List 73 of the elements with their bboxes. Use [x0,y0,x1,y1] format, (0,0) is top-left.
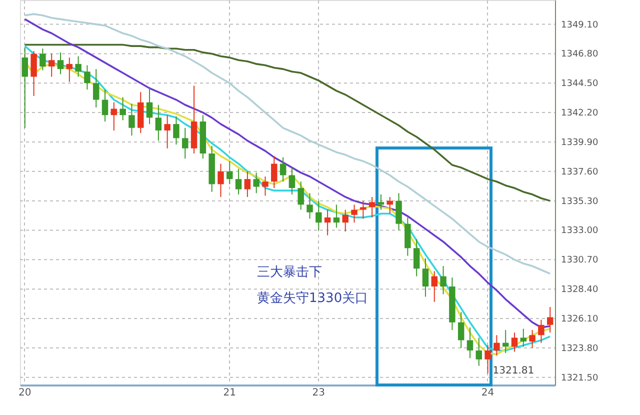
annotation: 黄金失守1330关口 [257,291,368,306]
candlestick [244,170,251,198]
candlestick [288,167,296,195]
y-tick-label: 1344.50 [561,79,598,90]
candlestick [351,204,358,224]
y-tick-label: 1330.70 [561,256,598,266]
y-tick-label: 1349.10 [561,20,598,30]
candlestick [396,192,402,231]
candlestick [48,53,55,78]
x-tick-label: 24 [481,388,494,398]
candlestick [92,68,100,108]
candlestick [182,127,188,160]
candlestick [529,330,536,348]
candlestick [271,156,278,189]
candlestick [84,64,90,90]
candlestick [431,270,438,302]
candlestick [120,96,126,121]
y-tick-label: 1323.80 [561,344,598,354]
candlestick [458,312,464,348]
y-tick-label: 1333.00 [561,226,598,236]
candlestick [30,50,37,96]
candlestick [146,86,153,125]
candlestick [155,104,162,142]
candlestick [476,337,482,366]
candlestick [333,204,340,228]
candlestick [316,200,322,231]
candlestick [360,200,366,220]
candlestick [128,103,135,136]
candlestick [75,56,82,78]
y-tick-label: 1342.20 [561,108,598,119]
candlestick [262,176,268,196]
candlestick [342,209,348,232]
y-tick-label: 1328.40 [561,285,598,296]
candlestick [368,196,376,218]
y-tick-label: 1335.30 [561,196,598,207]
candlestick [226,160,233,185]
annotation: 1321.81 [492,365,534,376]
candlestick [440,266,446,295]
candlestick [378,194,384,210]
candlestick [164,114,170,149]
candlestick [520,328,527,348]
candlestick [280,156,286,182]
candlestick [22,46,28,128]
candlestick [324,209,331,236]
candlestick [306,192,313,220]
y-tick-label: 1337.60 [561,167,598,178]
annotation: 三大暴击下 [257,265,322,280]
candlestick [546,306,554,334]
candlestick [173,116,180,146]
candlestick [494,334,500,356]
candlestick [466,326,474,359]
candlestick [102,89,108,122]
candlestick [298,181,304,210]
candlestick [413,238,420,277]
candlestick [235,168,242,195]
candlestick [110,102,118,131]
candlestick [422,258,429,298]
candlestick [40,48,46,71]
candlestick [511,332,518,352]
y-tick-label: 1346.80 [561,50,598,60]
y-tick-label: 1326.10 [561,314,598,324]
candlestick [538,319,544,344]
x-tick-label: 21 [223,388,236,398]
line-series [24,44,552,202]
candlestick [218,163,224,198]
candlestick [57,52,64,75]
x-tick-label: 20 [18,388,32,398]
candlestick [484,344,491,374]
candlestick [253,172,260,194]
candlestick [66,57,73,82]
x-tick-label: 23 [312,388,326,398]
y-tick-label: 1321.50 [561,373,598,384]
y-tick-label: 1339.90 [561,138,598,148]
